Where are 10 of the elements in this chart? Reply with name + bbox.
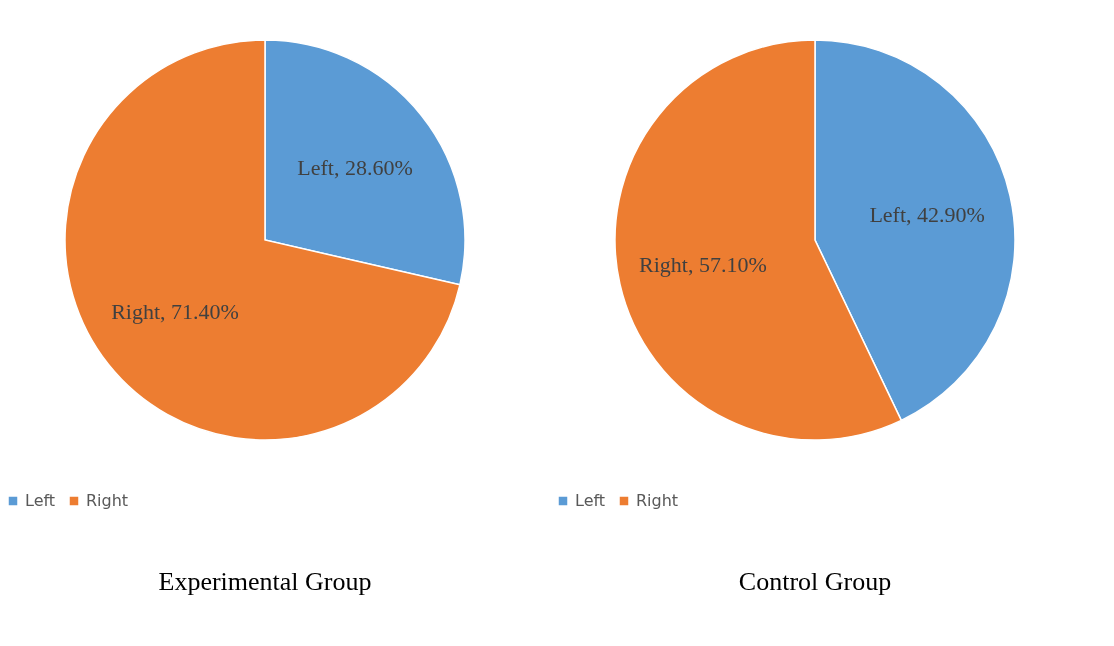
data-label: Right, 57.10% (638, 252, 767, 278)
legend-label: Right (636, 491, 679, 510)
data-label: Right, 71.40% (111, 298, 239, 324)
legend-label: Left (25, 491, 56, 510)
legend-label: Left (575, 491, 606, 510)
data-label: Left, 42.90% (869, 201, 985, 227)
text: Control Group (738, 567, 892, 596)
data-label: Left, 28.60% (297, 155, 413, 181)
legend-label: Right (86, 491, 129, 510)
text: Experimental Group (158, 567, 372, 596)
